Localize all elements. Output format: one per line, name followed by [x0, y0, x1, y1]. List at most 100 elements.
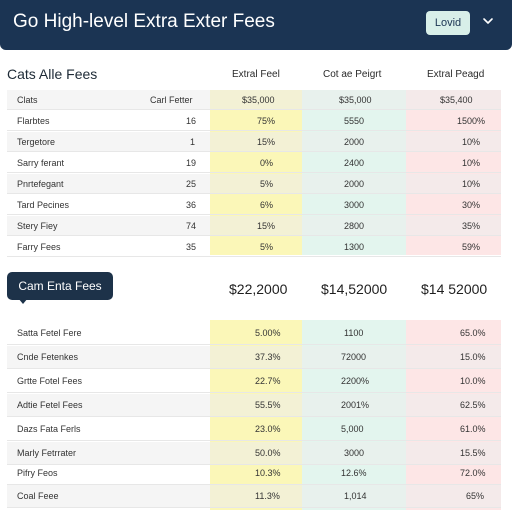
table-cell: 0%	[260, 158, 274, 168]
column-header[interactable]: Extral Feel	[232, 69, 280, 80]
table-cell: 2000	[344, 179, 365, 189]
table-cell: 75%	[257, 116, 276, 126]
table-cell: 74	[186, 221, 197, 231]
table-cell: 35%	[462, 221, 481, 231]
table-cell: 12.6%	[341, 468, 367, 478]
table-cell: 11.3%	[255, 491, 280, 501]
table-row[interactable]: Farry Fees 35 5% 1300 59%	[7, 237, 501, 257]
table-cell: 3000	[344, 200, 365, 210]
table-cell: 2400	[344, 158, 365, 168]
table-cell: 72000	[341, 352, 367, 362]
table-cell: 37.3%	[255, 352, 281, 362]
section-title: Cats Alle Fees	[7, 66, 98, 82]
table-cell: Tergetore	[17, 137, 56, 147]
tooltip-tail	[18, 298, 28, 304]
table-cell: 15.0%	[460, 352, 486, 362]
table-cell: 35	[186, 242, 197, 252]
extra-fees-button[interactable]: Cam Enta Fees	[7, 272, 113, 300]
summary-value: $14,52000	[321, 281, 388, 297]
table-cell: Tard Pecines	[17, 200, 70, 210]
summary-value: $14 52000	[421, 281, 488, 297]
table-cell: 16	[186, 116, 197, 126]
table-cell: Marly Fetrrater	[17, 448, 77, 458]
table-cell: 10%	[462, 179, 481, 189]
table-cell: 5.00%	[255, 328, 281, 338]
table-cell: 10.3%	[255, 468, 281, 478]
table-cell: 2000	[344, 137, 365, 147]
table-cell: 19	[186, 158, 197, 168]
table-cell: Carl Fetter	[150, 95, 193, 105]
table-cell: 61.0%	[460, 424, 486, 434]
table-row[interactable]: Cnde Fetenkes 37.3% 72000 15.0%	[7, 346, 501, 369]
table-cell: Pifry Feos	[17, 468, 58, 478]
table-cell: 1500%	[457, 116, 486, 126]
column-header[interactable]: Cot ae Peigrt	[323, 69, 382, 80]
table-row[interactable]: Satta Fetel Fere 5.00% 1100 65.0%	[7, 322, 501, 345]
table-cell: Farry Fees	[17, 242, 61, 252]
table-cell: 1	[190, 137, 196, 147]
table-cell: 3000	[344, 448, 365, 458]
table-cell: $35,000	[242, 95, 275, 105]
table-cell: 65%	[466, 491, 485, 501]
page-title: Go High-level Extra Exter Fees	[13, 11, 275, 32]
table-cell: 2001%	[341, 400, 370, 410]
table-row[interactable]: Grtte Fotel Fees 22.7% 2200% 10.0%	[7, 370, 501, 393]
table-cell: 22.7%	[255, 376, 281, 386]
table-row[interactable]: Coal Feee 11.3% 1,014 65%	[7, 485, 501, 508]
table-cell: Dazs Fata Ferls	[17, 424, 81, 434]
table-cell: 36	[186, 200, 197, 210]
table-header-row: Clats Carl Fetter $35,000 $35,000 $35,40…	[7, 90, 501, 110]
table-cell: 6%	[260, 200, 274, 210]
chevron-down-icon[interactable]	[480, 13, 496, 29]
table-cell: 65.0%	[460, 328, 486, 338]
column-header[interactable]: Extral Peagd	[427, 69, 485, 80]
table-cell: Satta Fetel Fere	[17, 328, 82, 338]
table-row[interactable]: Sarry ferant 19 0% 2400 10%	[7, 153, 501, 173]
table-cell: 5%	[260, 242, 274, 252]
table-cell: 23.0%	[255, 424, 281, 434]
table-cell: 62.5%	[460, 400, 486, 410]
table-cell: 1,014	[344, 491, 367, 501]
status-badge[interactable]: Lovid	[426, 11, 470, 35]
table-cell: 1300	[344, 242, 365, 252]
summary-value: $22,2000	[229, 281, 288, 297]
table-row[interactable]: Tard Pecines 36 6% 3000 30%	[7, 195, 501, 215]
table-cell: 10%	[462, 158, 481, 168]
table-cell: 15%	[257, 221, 276, 231]
table-row[interactable]: Flarbtes 16 75% 5550 1500%	[7, 111, 501, 131]
table-cell: Pnrtefegant	[17, 179, 64, 189]
app-header: Go High-level Extra Exter Fees Lovid	[0, 0, 512, 50]
table-row[interactable]: Marly Fetrrater 50.0% 3000 15.5%	[7, 442, 501, 465]
table-cell: 15%	[257, 137, 276, 147]
table-cell: 1100	[344, 328, 364, 338]
table-cell: $35,400	[440, 95, 473, 105]
table-cell: 5%	[260, 179, 274, 189]
table-cell: 15.5%	[460, 448, 486, 458]
table-cell: 25	[186, 179, 197, 189]
table-cell: 2800	[344, 221, 365, 231]
table-row[interactable]: Pnrtefegant 25 5% 2000 10%	[7, 174, 501, 194]
table-row[interactable]: Tergetore 1 15% 2000 10%	[7, 132, 501, 152]
table-cell: 59%	[462, 242, 481, 252]
table-cell: 55.5%	[255, 400, 281, 410]
table-cell: 5,000	[341, 424, 364, 434]
table-cell: Flarbtes	[17, 116, 50, 126]
table-cell: 10%	[462, 137, 481, 147]
table-row[interactable]: Stery Fiey 74 15% 2800 35%	[7, 216, 501, 236]
table-cell: $35,000	[339, 95, 372, 105]
table-cell: 2200%	[341, 376, 370, 386]
table-cell: 5550	[344, 116, 365, 126]
table-row[interactable]: Adtie Fetel Fees 55.5% 2001% 62.5%	[7, 394, 501, 417]
table-cell: Clats	[17, 95, 38, 105]
table-cell: 30%	[462, 200, 481, 210]
table-cell: Coal Feee	[17, 491, 59, 501]
table-row[interactable]: Pifry Feos 10.3% 12.6% 72.0%	[7, 462, 501, 485]
table-cell: Adtie Fetel Fees	[17, 400, 83, 410]
table-cell: Sarry ferant	[17, 158, 65, 168]
table-cell: 10.0%	[460, 376, 486, 386]
table-cell: 72.0%	[460, 468, 486, 478]
table-cell: 50.0%	[255, 448, 281, 458]
table-row[interactable]: Dazs Fata Ferls 23.0% 5,000 61.0%	[7, 418, 501, 441]
table-cell: Stery Fiey	[17, 221, 58, 231]
table-cell: Cnde Fetenkes	[17, 352, 79, 362]
